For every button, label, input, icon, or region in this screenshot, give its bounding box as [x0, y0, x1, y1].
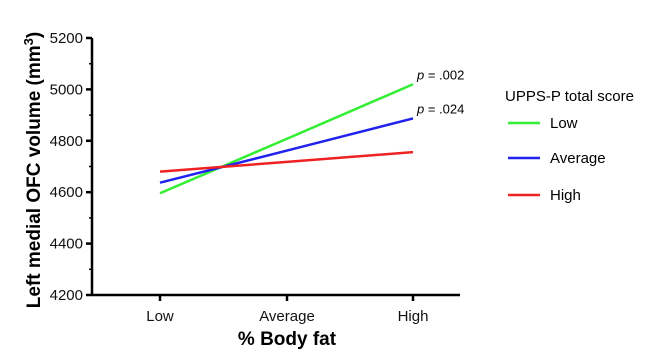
legend: UPPS-P total score Low Average High	[505, 88, 634, 204]
y-tick-label: 5200	[50, 30, 83, 47]
legend-label-average: Average	[550, 150, 606, 167]
y-tick-label: 4400	[50, 236, 83, 253]
y-tick-label: 5000	[50, 81, 83, 98]
legend-title: UPPS-P total score	[505, 88, 634, 105]
y-ticks: 4200 4400 4600 4800 5000 5200	[50, 30, 92, 304]
x-tick-label: Average	[259, 308, 315, 325]
y-tick-label: 4200	[50, 287, 83, 304]
x-axis-title: % Body fat	[238, 329, 337, 350]
series-lines	[159, 83, 414, 195]
p-value-annotation-average: p = .024	[416, 101, 464, 116]
legend-label-high: High	[550, 187, 581, 204]
series-line-high	[159, 150, 414, 173]
x-ticks: Low Average High	[146, 295, 428, 325]
x-tick-label: High	[398, 308, 429, 325]
p-value-annotation-low: p = .002	[416, 67, 464, 82]
y-tick-label: 4800	[50, 133, 83, 150]
annotations: p = .002 p = .024	[416, 67, 464, 116]
y-tick-label: 4600	[50, 184, 83, 201]
x-tick-label: Low	[146, 308, 174, 325]
legend-label-low: Low	[550, 115, 578, 132]
series-line-average	[159, 117, 414, 184]
axes	[90, 38, 460, 297]
series-line-low	[159, 83, 414, 195]
y-axis-title: Left medial OFC volume (mm3)	[21, 32, 45, 308]
legend-items: Low Average High	[508, 115, 606, 204]
